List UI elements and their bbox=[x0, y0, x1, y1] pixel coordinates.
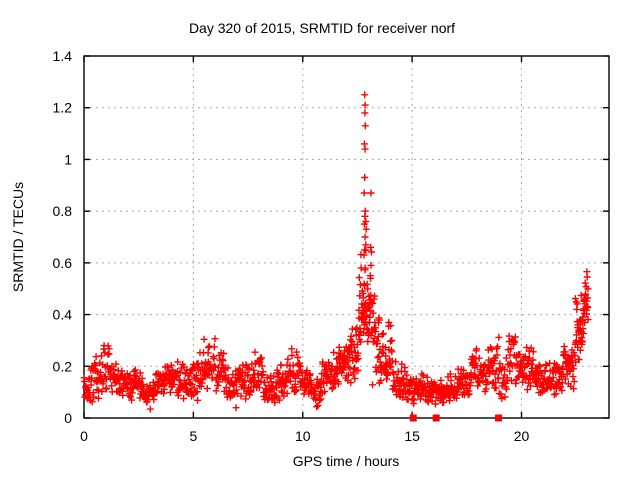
scatter-points bbox=[80, 91, 592, 413]
chart-title: Day 320 of 2015, SRMTID for receiver nor… bbox=[189, 20, 455, 36]
y-tick-label: 0.6 bbox=[53, 255, 73, 271]
y-tick-label: 1 bbox=[64, 151, 72, 167]
y-tick-label: 0.8 bbox=[53, 203, 73, 219]
x-tick-label: 20 bbox=[514, 428, 530, 444]
y-tick-label: 0.4 bbox=[53, 307, 73, 323]
x-tick-label: 0 bbox=[80, 428, 88, 444]
plot-border bbox=[83, 55, 610, 419]
x-tick-label: 15 bbox=[404, 428, 420, 444]
zero-value-square-marker bbox=[432, 414, 440, 422]
x-axis-label: GPS time / hours bbox=[293, 453, 400, 469]
y-tick-label: 0 bbox=[64, 410, 72, 426]
zero-value-square-marker bbox=[409, 414, 417, 422]
y-tick-label: 1.2 bbox=[53, 100, 73, 116]
x-tick-label: 10 bbox=[295, 428, 311, 444]
zero-value-square-marker bbox=[495, 414, 503, 422]
y-axis-label: SRMTID / TECUs bbox=[10, 182, 26, 292]
scatter-points-layer bbox=[80, 91, 592, 413]
x-tick-label: 5 bbox=[189, 428, 197, 444]
y-tick-label: 1.4 bbox=[53, 48, 73, 64]
zero-marker-layer bbox=[409, 414, 503, 422]
y-tick-label: 0.2 bbox=[53, 358, 73, 374]
tick-layer bbox=[83, 55, 609, 419]
tick-label-layer: 0 5 10 15 20 0 0.2 0.4 0.6 0.8 1 1.2 1.4 bbox=[53, 48, 530, 444]
